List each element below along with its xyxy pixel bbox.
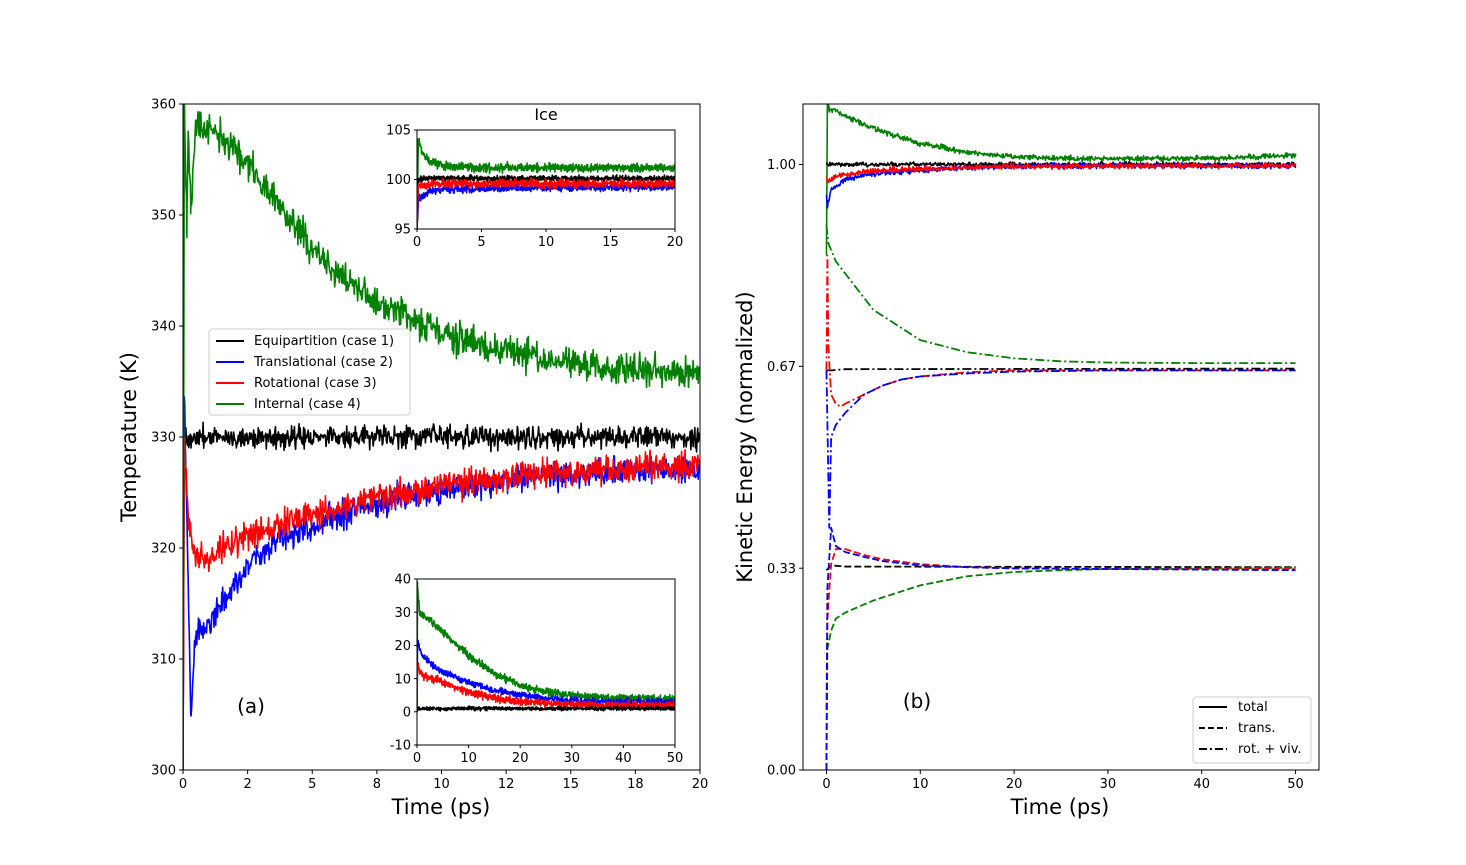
- main_a-ytick-label-5: 350: [151, 209, 176, 224]
- legend-b-item-total: total: [1238, 700, 1268, 715]
- main_a-series-line-4: [183, 104, 700, 770]
- main_a-series-line-1: [183, 421, 700, 770]
- main_b-series: [825, 104, 1297, 770]
- main_a-ytick-label-3: 330: [151, 431, 176, 446]
- main_b-frame: [802, 103, 1320, 771]
- inset_lower-frame: [416, 578, 676, 746]
- main_b-xtick-label-2: 20: [1006, 777, 1023, 792]
- inset_lower-ytick-label-1: 0: [403, 705, 411, 720]
- inset-ice-title: Ice: [534, 105, 557, 124]
- inset_lower-xtick-label-4: 40: [615, 751, 632, 766]
- inset_lower-ytick-label-4: 30: [394, 606, 411, 621]
- inset_lower-series-line-4: [417, 705, 675, 712]
- inset_ice-xtick-label-0: 0: [413, 235, 421, 250]
- inset_lower-ytick-label-5: 40: [394, 573, 411, 588]
- main_b-series-line-6: [825, 224, 1296, 365]
- inset_lower-series: [417, 581, 675, 712]
- inset_ice-xtick-label-2: 10: [538, 235, 555, 250]
- panel-b: 0 10 20 30 40 50 0.00 0.33 0.67 1.00: [767, 103, 1320, 792]
- inset_ice-ytick-label-1: 100: [386, 173, 411, 188]
- inset_ice-xtick-label-4: 20: [667, 235, 684, 250]
- legend-a-item-1: Equipartition (case 1): [254, 334, 394, 349]
- inset_ice-xtick-label-1: 5: [477, 235, 485, 250]
- main_b-xtick-label-5: 50: [1287, 777, 1304, 792]
- main_b-series-line-12: [825, 526, 1296, 770]
- main_b-series-line-7: [825, 254, 1296, 408]
- main_b-xtick-label-3: 30: [1100, 777, 1117, 792]
- inset_lower-xtick-label-5: 50: [667, 751, 684, 766]
- inset_lower-xtick-label-1: 10: [460, 751, 477, 766]
- legend-b-item-rotviv: rot. + viv.: [1238, 742, 1302, 757]
- main_b-series-line-10: [825, 566, 1296, 770]
- main_b-series-line-4: [825, 161, 1297, 183]
- main_a-xtick-label-4: 10: [433, 777, 450, 792]
- legend-a-item-3: Rotational (case 3): [254, 376, 377, 391]
- main_a-xtick-label-2: 5: [308, 777, 316, 792]
- panel-b-xlabel: Time (ps): [1010, 795, 1110, 819]
- main_b-series-line-5: [826, 367, 1296, 372]
- legend-panel-b: total trans. rot. + viv.: [1192, 696, 1312, 764]
- inset_ice-series: [417, 137, 675, 229]
- inset_ice-series-line-1: [417, 137, 675, 229]
- main_a-xtick-label-0: 0: [179, 777, 187, 792]
- main_a-xtick-label-6: 15: [562, 777, 579, 792]
- main_b-ytick-label-2: 0.67: [767, 360, 796, 375]
- legend-a-item-2: Translational (case 2): [253, 355, 393, 370]
- main_a-xtick-label-5: 12: [498, 777, 515, 792]
- panel-a-ylabel: Temperature (K): [117, 352, 141, 523]
- main_b-ytick-label-1: 0.33: [767, 562, 796, 577]
- main_a-xtick-label-7: 18: [627, 777, 644, 792]
- legend-b-item-trans: trans.: [1238, 721, 1276, 736]
- main_b-ytick-label-3: 1.00: [767, 158, 796, 173]
- inset_ice-ytick-label-0: 95: [394, 223, 411, 238]
- panel-b-ylabel: Kinetic Energy (normalized): [733, 291, 757, 582]
- inset_lower-ytick-label-3: 20: [394, 639, 411, 654]
- main_b-series-line-1: [825, 104, 1297, 256]
- main_a-xtick-label-3: 8: [373, 777, 381, 792]
- inset_lower-xtick-label-3: 30: [564, 751, 581, 766]
- main_b-series-line-11: [825, 548, 1296, 710]
- inset_lower-xtick-label-0: 0: [413, 751, 421, 766]
- main_a-ytick-label-0: 300: [151, 764, 176, 779]
- inset_ice-series-line-3: [417, 181, 675, 229]
- inset_lower-ytick-label-2: 10: [394, 672, 411, 687]
- main_a-xtick-label-1: 2: [243, 777, 251, 792]
- inset_lower-series-line-3: [417, 662, 675, 712]
- inset_ice-xtick-label-3: 15: [602, 235, 619, 250]
- inset_lower-xtick-label-2: 20: [512, 751, 529, 766]
- inset_lower-background: [417, 579, 675, 745]
- panel-b-label: (b): [903, 689, 931, 713]
- main_a-series-line-3: [183, 437, 700, 770]
- main_a-ytick-label-1: 310: [151, 653, 176, 668]
- main_b-series-line-9: [825, 564, 1296, 571]
- inset_ice-series-line-4: [417, 177, 675, 229]
- legend-panel-a: Equipartition (case 1) Translational (ca…: [208, 328, 411, 416]
- main_b-series-line-8: [825, 369, 1296, 529]
- inset_lower-ytick-label-0: -10: [390, 739, 411, 754]
- main_a-ytick-label-4: 340: [151, 320, 176, 335]
- panel-a-label: (a): [237, 694, 265, 718]
- main_b-ytick-label-0: 0.00: [767, 764, 796, 779]
- main_b-xtick-label-4: 40: [1193, 777, 1210, 792]
- main_b-xtick-label-0: 0: [822, 777, 830, 792]
- inset-ice: 0 5 10 15 20 95 100 105: [386, 124, 683, 250]
- panel-a-xlabel: Time (ps): [391, 795, 491, 819]
- main_b-xtick-label-1: 10: [912, 777, 929, 792]
- inset_ice-ytick-label-2: 105: [386, 124, 411, 139]
- main_a-ytick-label-6: 360: [151, 98, 176, 113]
- main_a-xtick-label-8: 20: [692, 777, 709, 792]
- main_a-series: [183, 104, 700, 770]
- main_a-ytick-label-2: 320: [151, 542, 176, 557]
- legend-a-item-4: Internal (case 4): [254, 397, 361, 412]
